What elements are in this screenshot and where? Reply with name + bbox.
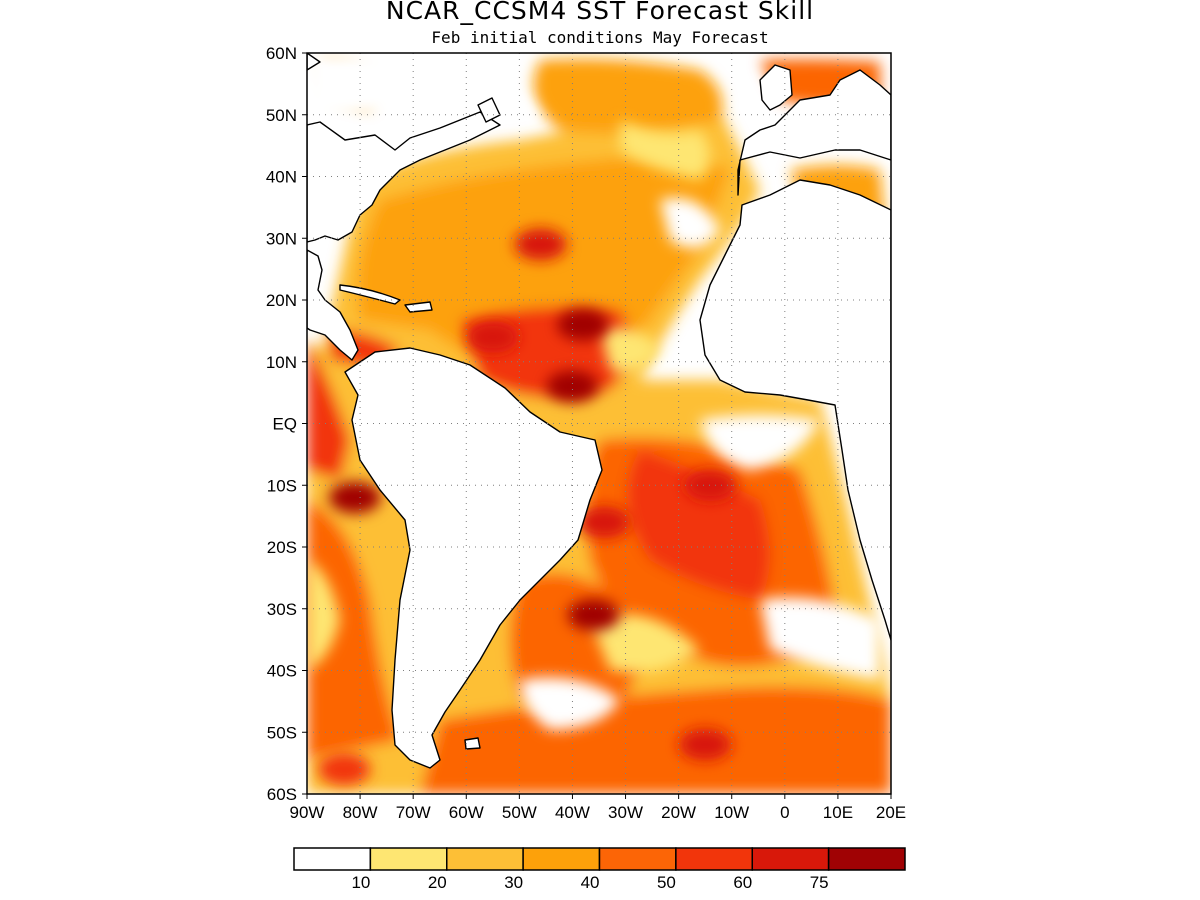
cuba-island: [339, 284, 401, 305]
lon-label-70w: 70W: [396, 803, 431, 822]
lon-label-20w: 20W: [661, 803, 696, 822]
lat-label-40n: 40N: [266, 168, 297, 187]
lat-label-20s: 20S: [267, 538, 297, 557]
lon-label-10e: 10E: [823, 803, 853, 822]
skill-hotspot-3: [546, 370, 599, 403]
hispaniola-island: [404, 301, 433, 313]
lon-label-20e: 20E: [876, 803, 906, 822]
skill-hotspot-9: [466, 321, 519, 354]
latitude-labels: 60N 50N 40N 30N 20N 10N EQ 10S 20S 30S 40S 50S 60S: [266, 44, 297, 804]
lon-label-40w: 40W: [555, 803, 590, 822]
colorbar-label-40: 40: [581, 873, 600, 892]
colorbar-labels: 10 20 30 40 50 60 75: [351, 873, 828, 892]
colorbar-swatch-1: [369, 847, 448, 871]
south-america-land: [344, 347, 603, 769]
map-title: NCAR_CCSM4 SST Forecast Skill: [385, 0, 815, 25]
lon-label-30w: 30W: [608, 803, 643, 822]
skill-hotspot-7: [514, 228, 567, 261]
lat-label-10n: 10N: [266, 353, 297, 372]
lon-label-0: 0: [780, 803, 789, 822]
skill-hotspot-2: [567, 598, 620, 631]
lat-label-50n: 50N: [266, 106, 297, 125]
lat-label-20n: 20N: [266, 291, 297, 310]
colorbar-swatch-7: [827, 847, 906, 871]
skill-field: [307, 53, 891, 794]
lat-label-eq: EQ: [272, 415, 297, 434]
greenland-edge: [307, 53, 321, 71]
lat-label-30n: 30N: [266, 229, 297, 248]
britain-land: [759, 64, 793, 111]
lat-label-40s: 40S: [267, 662, 297, 681]
land-masses: [307, 53, 891, 769]
colorbar-swatch-3: [522, 847, 601, 871]
lat-label-60n: 60N: [266, 44, 297, 63]
colorbar-swatch-6: [751, 847, 830, 871]
skill-hotspot-0: [318, 753, 371, 786]
skill-hotspots: [318, 228, 737, 786]
lon-label-60w: 60W: [449, 803, 484, 822]
lat-label-30s: 30S: [267, 600, 297, 619]
colorbar-label-30: 30: [504, 873, 523, 892]
skill-hotspot-1: [557, 308, 610, 341]
colorbar-label-50: 50: [657, 873, 676, 892]
colorbar-label-20: 20: [428, 873, 447, 892]
central-america-land: [307, 249, 359, 361]
skill-hotspot-8: [684, 469, 737, 502]
colorbar-swatch-2: [446, 847, 524, 871]
lat-lon-grid: [307, 53, 891, 794]
lat-label-60s: 60S: [267, 785, 297, 804]
colorbar-swatch-5: [675, 847, 753, 871]
europe-land: [737, 69, 891, 196]
axis-ticks: [302, 52, 892, 799]
falklands-island: [464, 737, 481, 750]
lon-label-90w: 90W: [290, 803, 325, 822]
colorbar-label-60: 60: [733, 873, 752, 892]
colorbar: [293, 847, 906, 871]
lon-label-50w: 50W: [502, 803, 537, 822]
africa-land: [699, 179, 891, 641]
lat-label-50s: 50S: [267, 723, 297, 742]
skill-hotspot-5: [578, 506, 631, 539]
skill-hotspot-4: [328, 481, 381, 514]
lon-label-80w: 80W: [343, 803, 378, 822]
colorbar-label-10: 10: [351, 873, 370, 892]
map-subtitle: Feb initial conditions May Forecast: [431, 28, 769, 47]
colorbar-label-75: 75: [810, 873, 829, 892]
skill-hotspot-6: [679, 728, 732, 761]
colorbar-swatch-4: [598, 847, 677, 871]
lon-label-10w: 10W: [714, 803, 749, 822]
lat-label-10s: 10S: [267, 476, 297, 495]
longitude-labels: 90W 80W 70W 60W 50W 40W 30W 20W 10W 0 10E 20E: [290, 803, 907, 822]
colorbar-swatch-0: [293, 847, 372, 871]
